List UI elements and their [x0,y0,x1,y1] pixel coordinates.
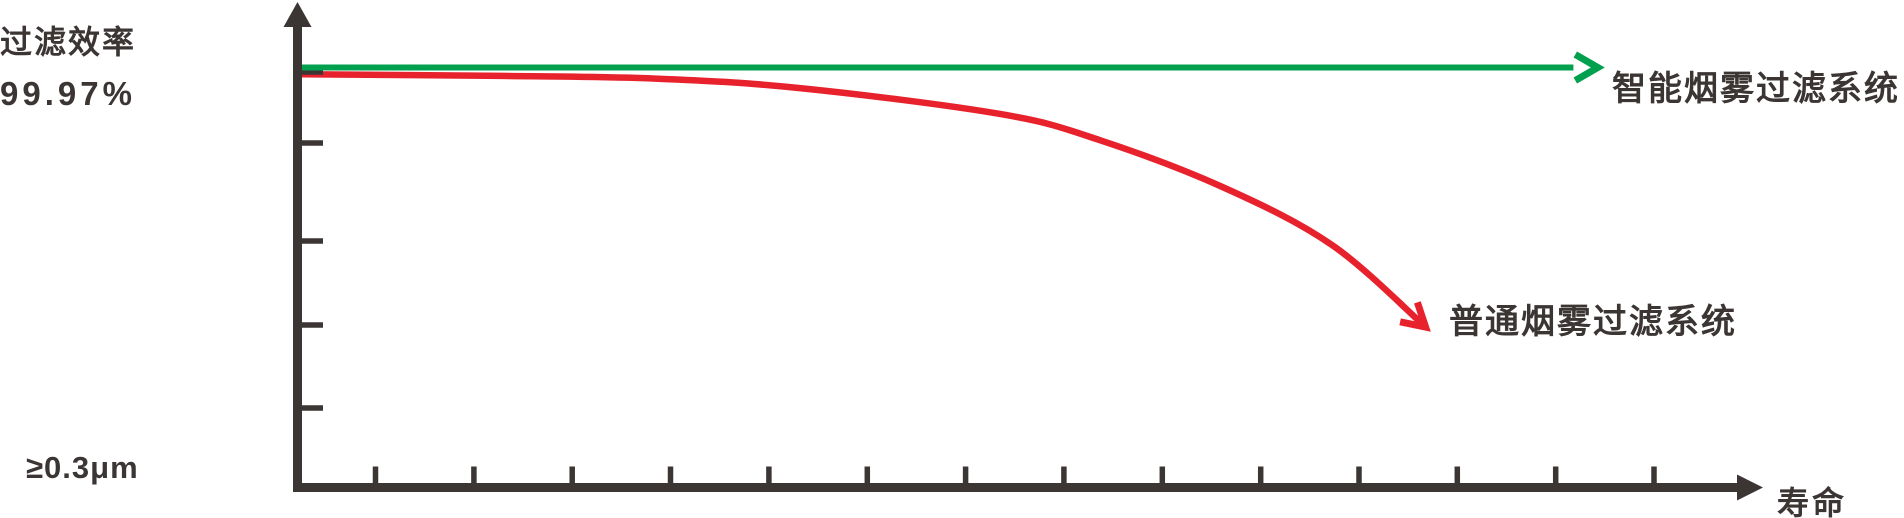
particle-size-note: ≥0.3μm [26,450,139,485]
series-label-ordinary-filter: 普通烟雾过滤系统 [1449,303,1737,341]
x-axis-label: 寿命 [1777,485,1848,518]
series-label-smart-filter: 智能烟雾过滤系统 [1612,70,1900,108]
y-axis-title: 过滤效率 [0,24,137,60]
y-axis-reference-value: 99.97% [0,75,136,112]
